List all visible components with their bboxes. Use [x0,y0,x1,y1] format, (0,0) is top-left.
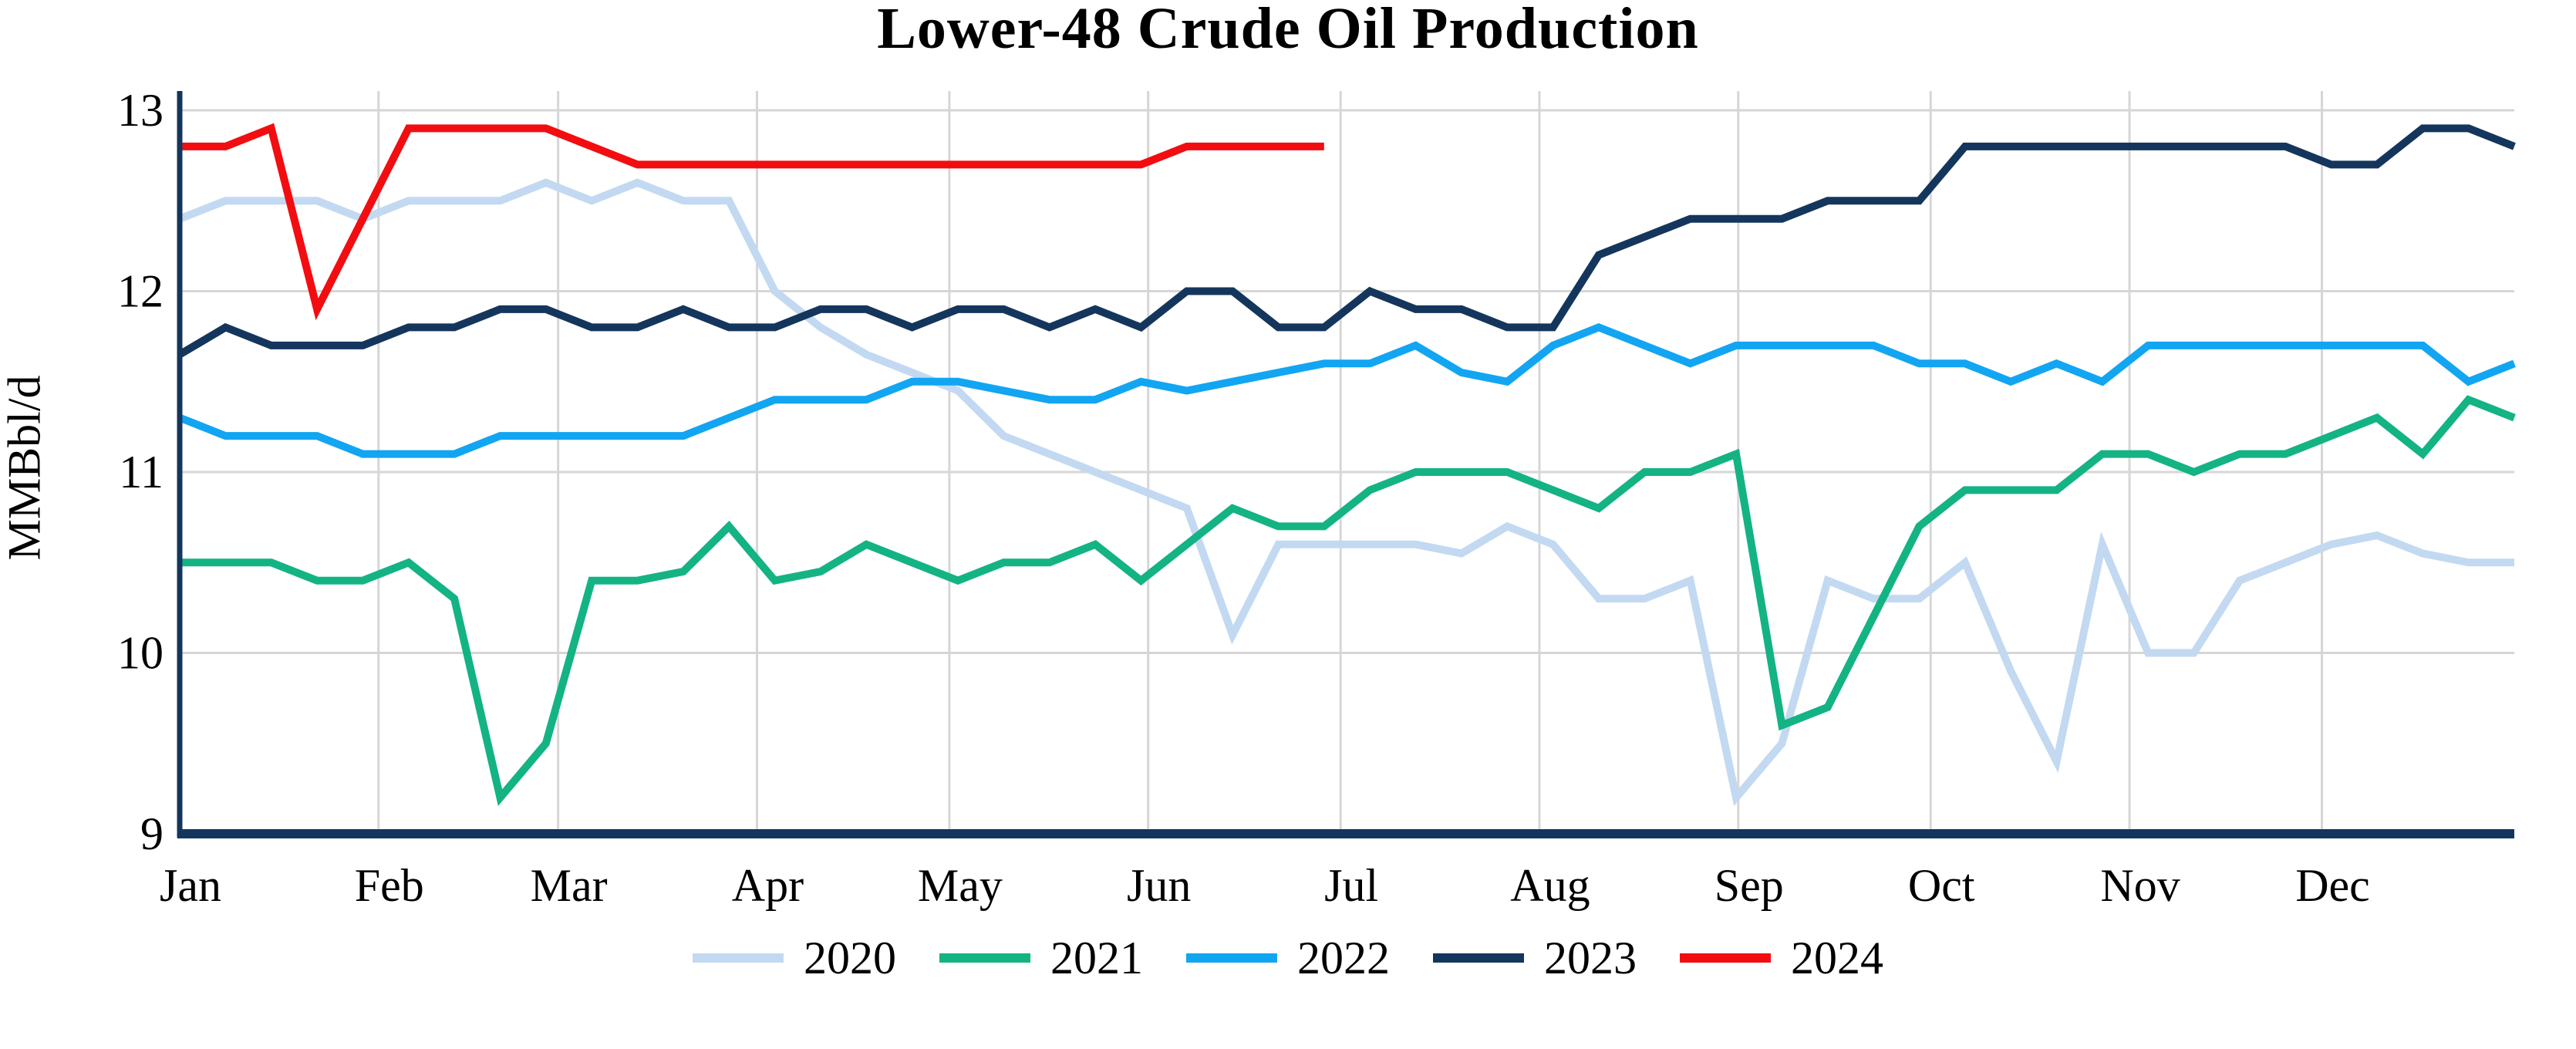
y-tick-label-11: 11 [119,447,164,498]
legend-swatch-2023 [1433,953,1524,963]
chart-legend: 2020 2021 2022 2023 2024 [0,935,2576,981]
legend-label-2022: 2022 [1297,933,1390,983]
legend-item-2022: 2022 [1186,935,1390,981]
x-tick-label-oct: Oct [1908,860,1975,911]
x-tick-label-jun: Jun [1127,860,1191,911]
series-line-2020 [178,178,2514,807]
legend-swatch-2024 [1680,953,1771,963]
legend-item-2021: 2021 [939,935,1143,981]
legend-swatch-2020 [693,953,784,963]
x-tick-label-jan: Jan [160,860,221,911]
legend-item-2023: 2023 [1433,935,1637,981]
y-tick-label-12: 12 [117,266,164,317]
x-tick-label-aug: Aug [1510,860,1590,911]
x-tick-label-feb: Feb [355,860,424,911]
legend-swatch-2021 [939,953,1030,963]
legend-label-2023: 2023 [1544,933,1637,983]
legend-label-2021: 2021 [1050,933,1143,983]
legend-label-2024: 2024 [1791,933,1883,983]
y-tick-label-10: 10 [117,628,164,679]
series-line-2023 [177,124,2516,358]
x-tick-label-may: May [918,860,1003,911]
series-line-2022 [178,323,2516,458]
legend-item-2020: 2020 [693,935,896,981]
series-line-2021 [180,395,2516,806]
x-tick-label-jul: Jul [1324,860,1378,911]
y-tick-label-9: 9 [140,808,164,859]
x-tick-label-sep: Sep [1715,860,1784,911]
x-tick-label-dec: Dec [2295,860,2370,911]
x-tick-label-nov: Nov [2100,860,2180,911]
y-tick-label-13: 13 [117,85,164,136]
chart-title: Lower-48 Crude Oil Production [877,0,1699,61]
series-line-2024 [180,123,1324,321]
legend-item-2024: 2024 [1680,935,1883,981]
legend-swatch-2022 [1186,953,1277,963]
legend-label-2020: 2020 [804,933,896,983]
x-tick-label-mar: Mar [531,860,608,911]
x-tick-label-apr: Apr [732,860,804,911]
